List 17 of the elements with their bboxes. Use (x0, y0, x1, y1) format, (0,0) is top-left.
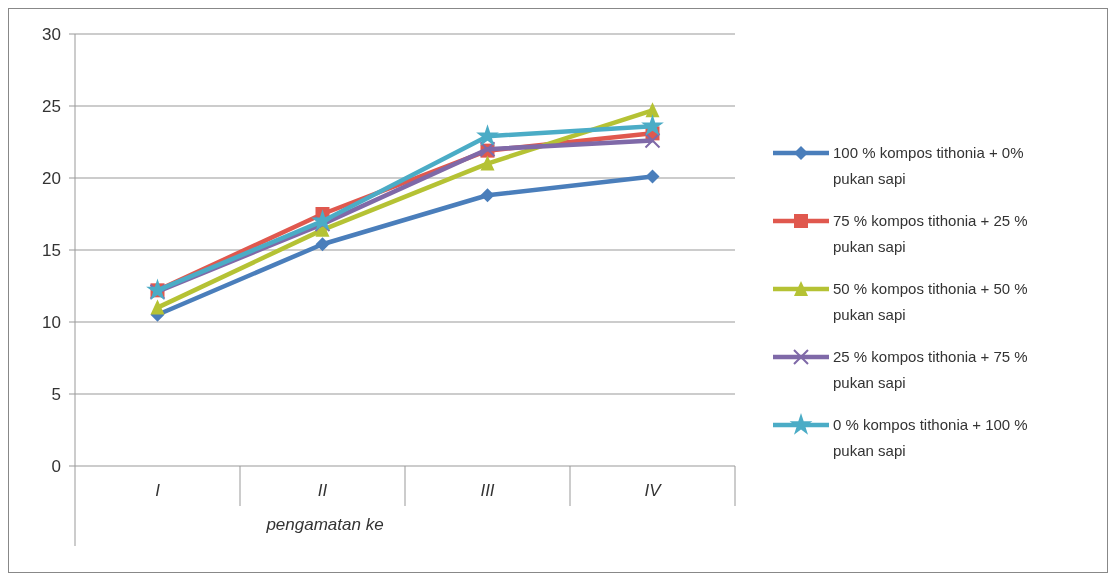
legend-label: 25 % kompos tithonia + 75 % pukan sapi (833, 348, 1028, 392)
legend-label: 0 % kompos tithonia + 100 % pukan sapi (833, 416, 1028, 460)
y-tick-label: 5 (51, 384, 61, 404)
y-tick-label: 0 (51, 456, 61, 476)
x-tick-label: III (480, 480, 495, 500)
y-tick-label: 25 (42, 96, 61, 116)
y-tick-label: 15 (42, 240, 61, 260)
x-tick-label: IV (644, 480, 663, 500)
y-tick-label: 30 (42, 24, 61, 44)
x-tick-label: I (155, 480, 161, 500)
x-tick-label: II (317, 480, 328, 500)
legend-label: 100 % kompos tithonia + 0% pukan sapi (833, 144, 1024, 188)
y-tick-label: 20 (42, 168, 61, 188)
legend-label: 75 % kompos tithonia + 25 % pukan sapi (833, 212, 1028, 256)
x-axis-title: pengamatan ke (265, 515, 384, 534)
y-tick-label: 10 (42, 312, 61, 332)
legend-label: 50 % kompos tithonia + 50 % pukan sapi (833, 280, 1028, 324)
